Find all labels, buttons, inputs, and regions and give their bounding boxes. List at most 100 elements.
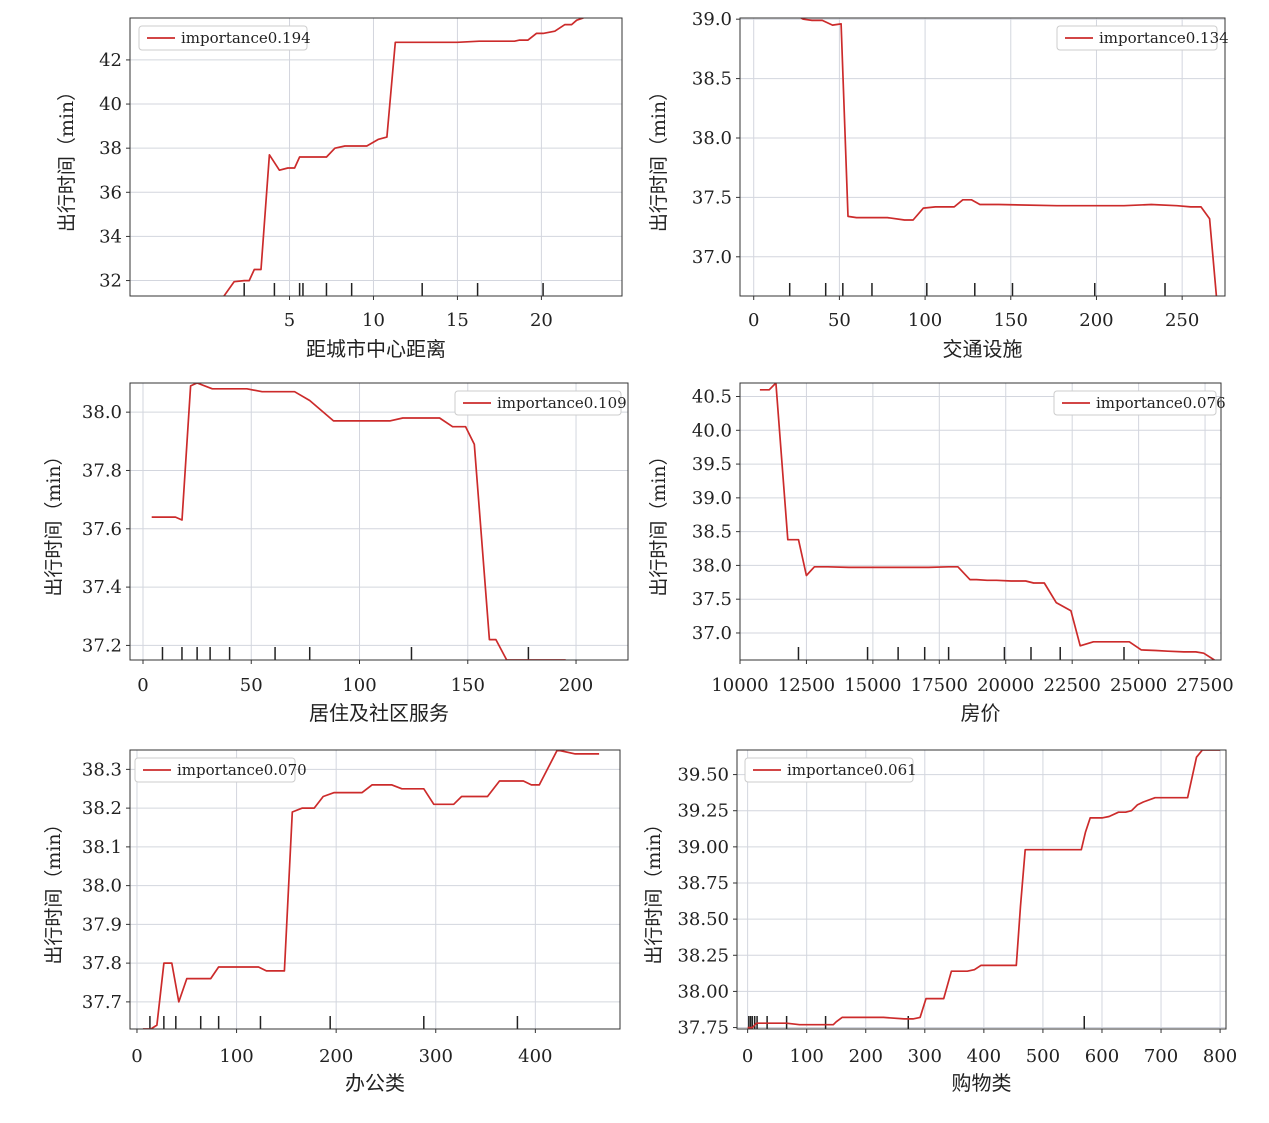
chart-panel-4: 10000 12500 15000 17500 20000 22500 25000 27500… — [648, 382, 1234, 725]
y-tick-label-4-5: 39.5 — [692, 454, 732, 475]
y-tick-label-6-1: 38.00 — [677, 981, 729, 1002]
y-axis-label-1: 出行时间（min） — [56, 82, 78, 232]
series-line-2-0 — [799, 18, 1218, 296]
x-tick-label-2-3: 150 — [994, 310, 1028, 331]
x-axis-label-2: 交通设施 — [943, 337, 1023, 361]
y-tick-label-1-0: 32 — [99, 271, 122, 292]
legend-4: importance0.076 — [1053, 390, 1226, 416]
x-axis-label-4: 房价 — [961, 701, 1001, 725]
y-tick-label-2-3: 38.5 — [692, 69, 732, 90]
x-tick-label-5-1: 100 — [219, 1046, 253, 1067]
x-tick-label-6-4: 400 — [967, 1046, 1001, 1067]
x-axis-label-6: 购物类 — [952, 1071, 1012, 1095]
x-tick-label-3-3: 150 — [451, 675, 485, 696]
y-tick-label-2-1: 37.5 — [692, 187, 732, 208]
x-axis-label-5: 办公类 — [345, 1071, 405, 1095]
series-line-6-0 — [747, 750, 1221, 1029]
y-tick-label-6-4: 38.75 — [677, 873, 729, 894]
legend-3: importance0.109 — [454, 390, 627, 416]
y-tick-label-6-3: 38.50 — [677, 909, 729, 930]
x-tick-label-3-1: 50 — [240, 675, 263, 696]
y-tick-label-1-1: 34 — [99, 226, 122, 247]
legend-label-6: importance0.061 — [787, 761, 917, 779]
x-tick-label-6-8: 800 — [1203, 1046, 1237, 1067]
y-tick-label-5-1: 37.8 — [82, 953, 122, 974]
x-tick-label-1-0: 5 — [284, 310, 295, 331]
x-tick-label-6-5: 500 — [1026, 1046, 1060, 1067]
x-tick-label-1-1: 10 — [362, 310, 385, 331]
y-tick-label-6-5: 39.00 — [677, 837, 729, 858]
y-tick-label-5-6: 38.3 — [82, 759, 122, 780]
x-tick-label-4-1: 12500 — [778, 675, 835, 696]
y-tick-label-6-7: 39.50 — [677, 765, 729, 786]
y-tick-label-2-4: 39.0 — [692, 9, 732, 30]
y-tick-label-5-3: 38.0 — [82, 876, 122, 897]
x-axis-label-1: 距城市中心距离 — [306, 337, 446, 361]
y-tick-label-4-1: 37.5 — [692, 589, 732, 610]
legend-box-2 — [1056, 25, 1218, 51]
legend-label-4: importance0.076 — [1096, 394, 1226, 412]
x-tick-label-5-4: 400 — [518, 1046, 552, 1067]
y-tick-label-3-3: 37.8 — [82, 460, 122, 481]
y-tick-label-2-2: 38.0 — [692, 128, 732, 149]
series-line-1-0 — [223, 18, 584, 296]
series-line-5-0 — [142, 750, 600, 1029]
x-tick-label-5-3: 300 — [419, 1046, 453, 1067]
axes-frame-3 — [129, 382, 629, 661]
y-axis-label-5: 出行时间（min） — [43, 814, 65, 964]
x-tick-label-2-1: 50 — [828, 310, 851, 331]
y-tick-label-5-5: 38.2 — [82, 798, 122, 819]
legend-box-5 — [134, 757, 296, 783]
legend-label-2: importance0.134 — [1099, 29, 1229, 47]
x-axis-label-3: 居住及社区服务 — [309, 701, 449, 725]
legend-label-1: importance0.194 — [181, 29, 311, 47]
y-tick-label-4-6: 40.0 — [692, 420, 732, 441]
legend-box-4 — [1053, 390, 1217, 416]
x-tick-label-3-2: 100 — [342, 675, 376, 696]
legend-label-3: importance0.109 — [497, 394, 627, 412]
y-tick-label-5-2: 37.9 — [82, 914, 122, 935]
y-tick-label-5-0: 37.7 — [82, 992, 122, 1013]
x-tick-label-4-6: 25000 — [1110, 675, 1167, 696]
y-tick-label-1-5: 42 — [99, 50, 122, 71]
chart-panel-6: 0 100 200 300 400 500 600 700 800 37.75 38.00 38.25… — [643, 749, 1237, 1095]
x-tick-label-2-5: 250 — [1165, 310, 1199, 331]
y-axis-label-2: 出行时间（min） — [648, 82, 670, 232]
x-tick-label-6-7: 700 — [1144, 1046, 1178, 1067]
x-tick-label-4-2: 15000 — [844, 675, 901, 696]
x-tick-label-1-2: 15 — [446, 310, 469, 331]
series-line-4-0 — [759, 383, 1215, 660]
y-tick-label-3-0: 37.2 — [82, 635, 122, 656]
x-tick-label-6-0: 0 — [742, 1046, 753, 1067]
x-tick-label-4-4: 20000 — [977, 675, 1034, 696]
y-tick-label-4-0: 37.0 — [692, 623, 732, 644]
x-tick-label-4-7: 27500 — [1176, 675, 1233, 696]
legend-label-5: importance0.070 — [177, 761, 307, 779]
y-tick-label-6-2: 38.25 — [677, 945, 729, 966]
y-tick-label-3-2: 37.6 — [82, 519, 122, 540]
x-tick-label-1-3: 20 — [530, 310, 553, 331]
y-tick-label-6-6: 39.25 — [677, 801, 729, 822]
y-tick-label-5-4: 38.1 — [82, 837, 122, 858]
y-tick-label-4-3: 38.5 — [692, 522, 732, 543]
x-tick-label-4-3: 17500 — [911, 675, 968, 696]
x-tick-label-2-4: 200 — [1079, 310, 1113, 331]
legend-6: importance0.061 — [744, 757, 917, 783]
x-tick-label-6-6: 600 — [1085, 1046, 1119, 1067]
y-tick-label-3-4: 38.0 — [82, 402, 122, 423]
y-tick-label-4-4: 39.0 — [692, 488, 732, 509]
axes-frame-4 — [739, 382, 1222, 661]
x-tick-label-3-4: 200 — [559, 675, 593, 696]
y-axis-label-3: 出行时间（min） — [43, 446, 65, 596]
axes-frame-6 — [736, 749, 1227, 1030]
legend-5: importance0.070 — [134, 757, 307, 783]
x-tick-label-2-2: 100 — [908, 310, 942, 331]
y-tick-label-4-7: 40.5 — [692, 387, 732, 408]
chart-panel-1: 5 10 15 20 32 34 36 38 40 42 距城市中心距离 出行时间（min） impor… — [56, 17, 623, 361]
y-tick-label-4-2: 38.0 — [692, 555, 732, 576]
chart-panel-2: 0 50 100 150 200 250 37.0 37.5 38.0 38.5 39.0 交通设施 出… — [648, 9, 1229, 361]
y-axis-label-4: 出行时间（min） — [648, 446, 670, 596]
y-tick-label-1-2: 36 — [99, 182, 122, 203]
